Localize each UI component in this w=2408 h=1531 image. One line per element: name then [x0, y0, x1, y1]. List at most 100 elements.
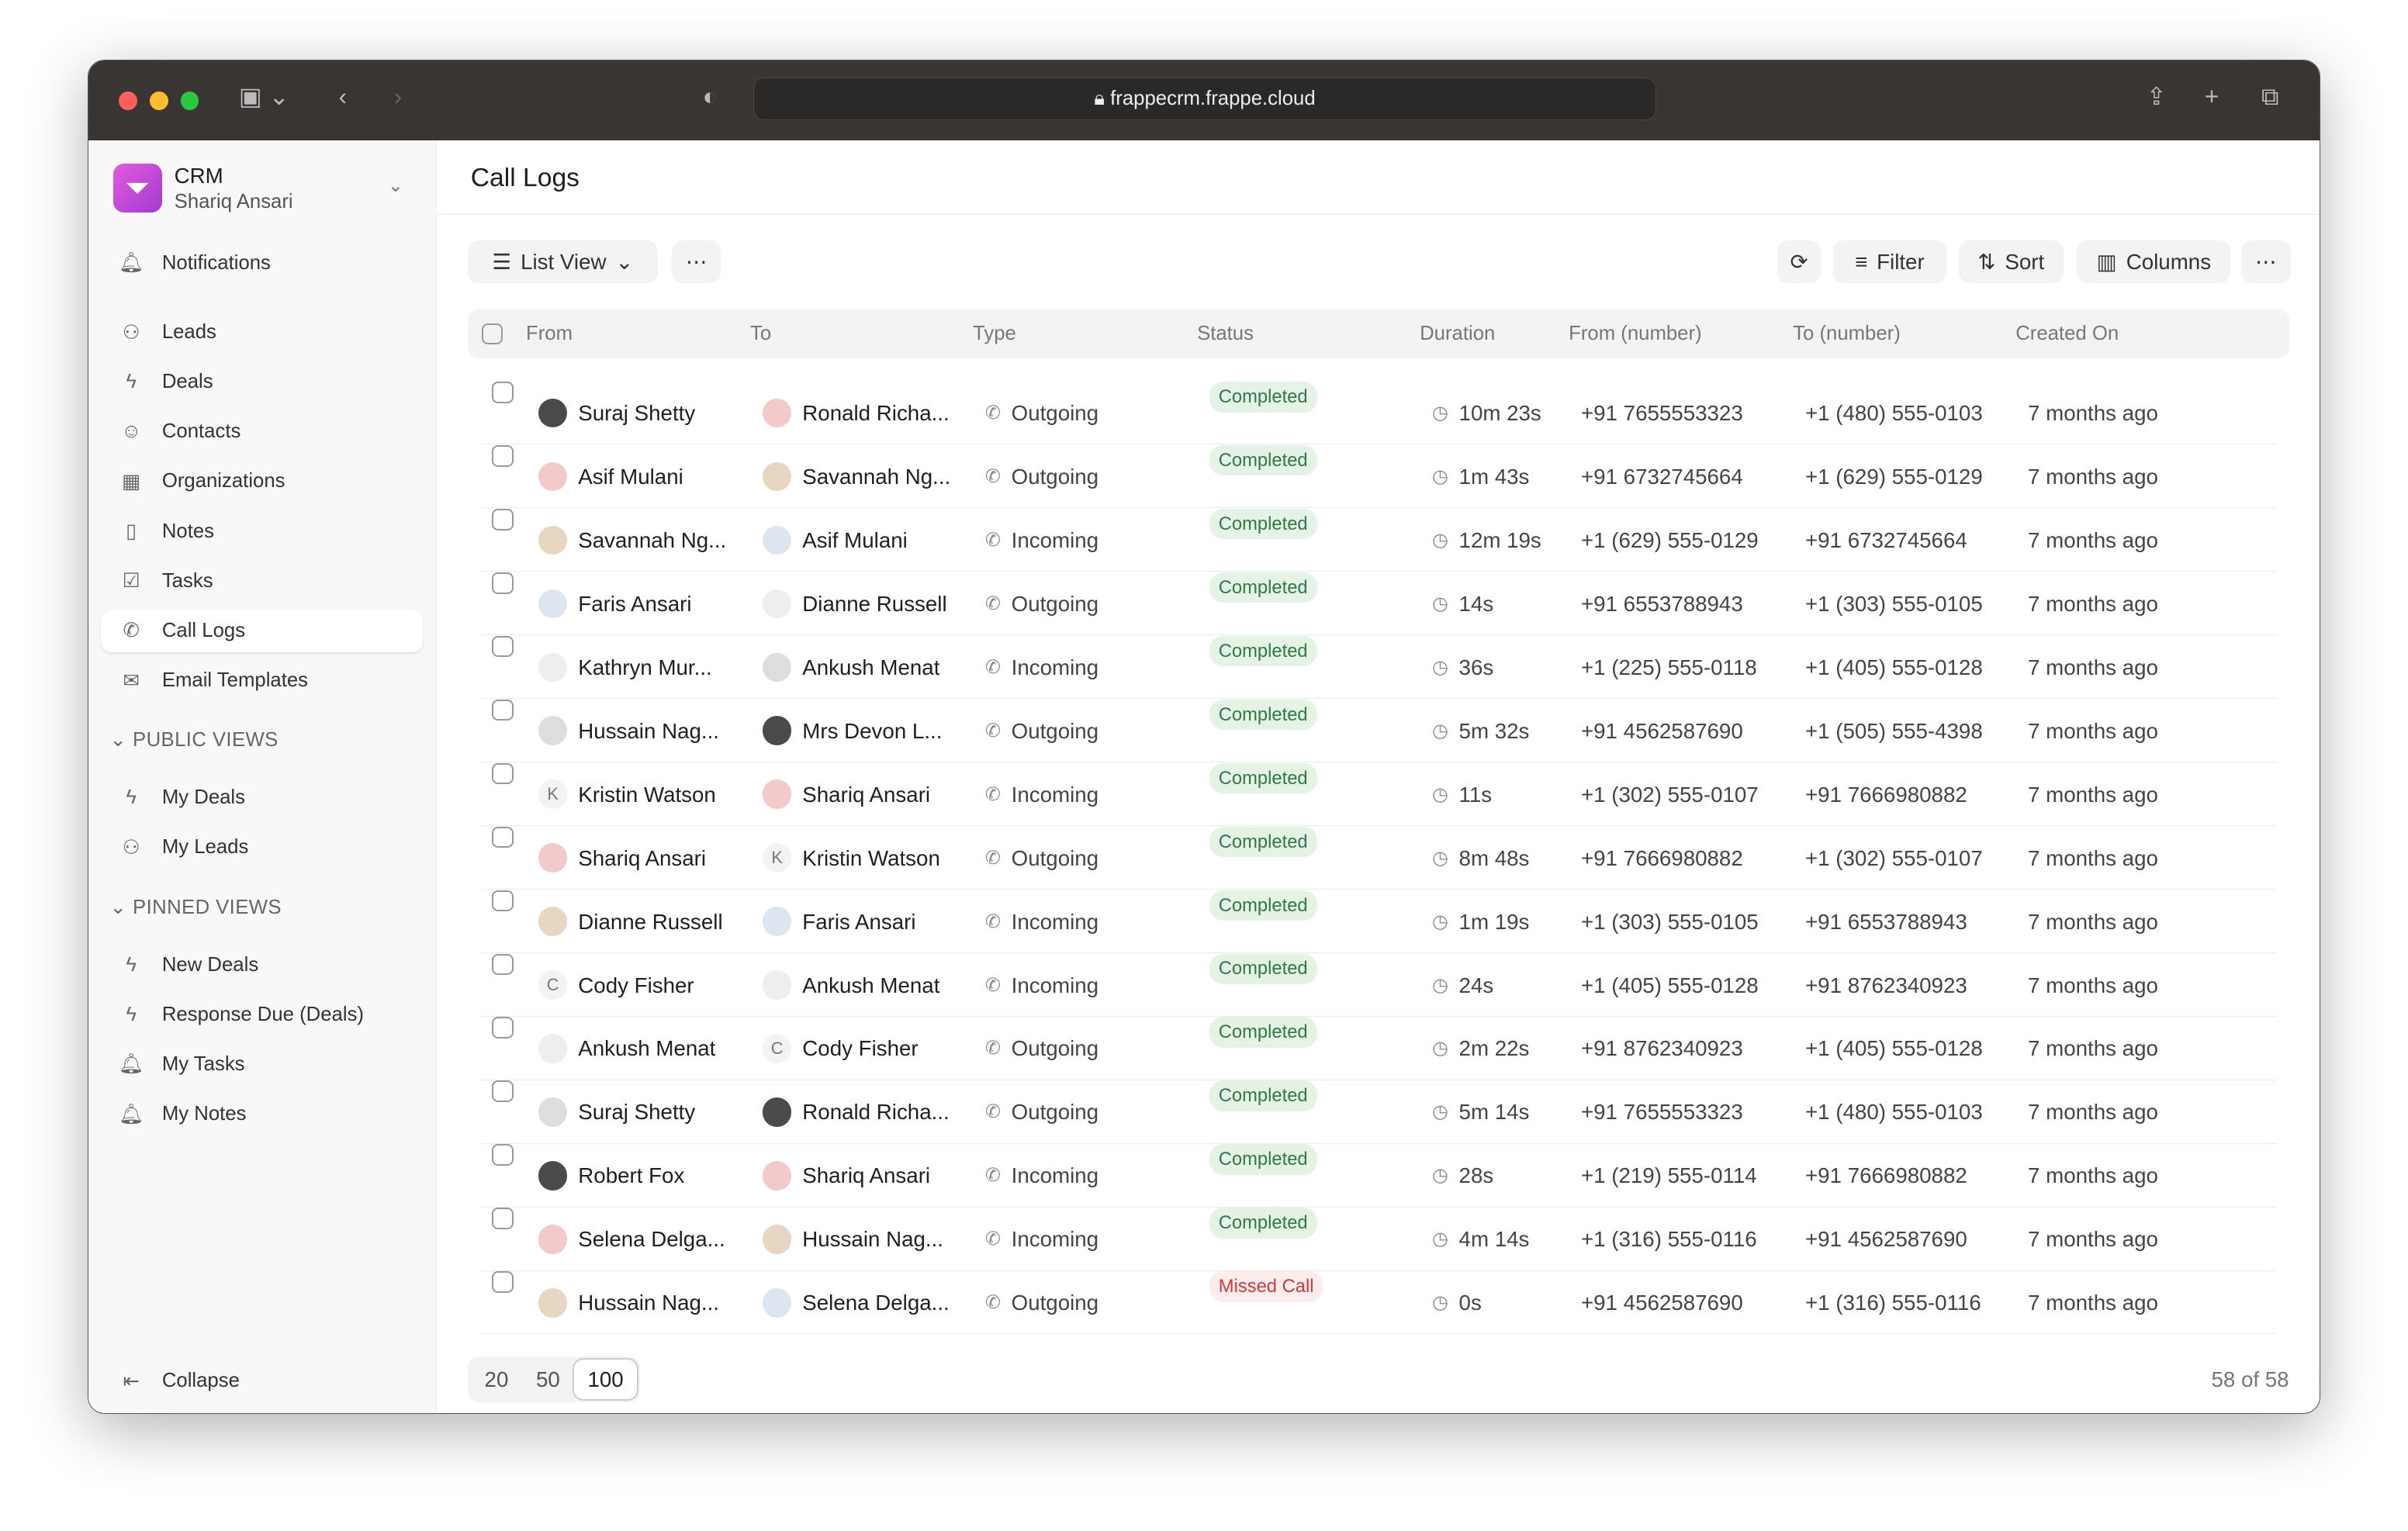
table-row[interactable]: C Cody Fisher Ankush Menat ✆ Incoming Comp… — [479, 953, 2277, 1017]
row-checkbox[interactable] — [492, 1017, 514, 1039]
column-header[interactable]: From — [525, 322, 573, 344]
sidebar-toggle-icon[interactable]: ▣ ⌄ — [238, 81, 290, 110]
public-views-header[interactable]: ⌄ PUBLIC VIEWS — [109, 729, 279, 752]
refresh-button[interactable]: ⟳ — [1777, 240, 1821, 284]
page-size-20[interactable]: 20 — [484, 1367, 509, 1391]
duration-cell: ◷ 8m 48s — [1432, 827, 1529, 890]
more-options-button[interactable]: ⋯ — [672, 240, 721, 284]
table-row[interactable]: Asif Mulani Savannah Ng... ✆ Outgoing Com… — [479, 444, 2277, 509]
row-checkbox[interactable] — [492, 1208, 514, 1230]
page-size-100[interactable]: 100 — [573, 1359, 638, 1400]
row-checkbox[interactable] — [492, 444, 514, 467]
minimize-window-button[interactable] — [150, 91, 168, 110]
duration-text: 14s — [1458, 591, 1494, 616]
forward-icon[interactable]: › — [393, 81, 403, 110]
table-row[interactable]: Suraj Shetty Ronald Richa... ✆ Outgoing C… — [479, 381, 2277, 445]
table-row[interactable]: Robert Fox Shariq Ansari ✆ Incoming Compl… — [479, 1144, 2277, 1208]
row-checkbox[interactable] — [492, 762, 514, 785]
column-header[interactable]: Created On — [2015, 322, 2119, 344]
type-text: Outgoing — [1011, 1100, 1099, 1125]
table-row[interactable]: Shariq Ansari K Kristin Watson ✆ Outgoing … — [479, 826, 2277, 890]
chevron-down-icon[interactable]: ⌄ — [387, 175, 403, 196]
sidebar-item-email-templates[interactable]: ✉ Email Templates — [101, 659, 424, 702]
row-checkbox[interactable] — [492, 826, 514, 848]
shield-icon[interactable]: ◐ — [702, 81, 718, 110]
sidebar-item-response-due-deals-[interactable]: ϟ Response Due (Deals) — [101, 994, 424, 1036]
more-actions-button[interactable]: ⋯ — [2241, 240, 2291, 284]
close-window-button[interactable] — [119, 91, 138, 110]
sidebar-item-tasks[interactable]: ☑ Tasks — [101, 560, 424, 603]
share-icon[interactable]: ⇪ — [2146, 81, 2168, 110]
sidebar-item-leads[interactable]: ⚇ Leads — [101, 311, 424, 354]
row-checkbox[interactable] — [492, 508, 514, 530]
sidebar-item-notes[interactable]: ▯ Notes — [101, 510, 424, 552]
clock-icon: ◷ — [1431, 593, 1448, 614]
sidebar-item-contacts[interactable]: ☺ Contacts — [101, 410, 424, 453]
table-row[interactable]: Hussain Nag... Mrs Devon L... ✆ Outgoing … — [479, 699, 2277, 762]
row-checkbox[interactable] — [492, 699, 514, 721]
page-size-50[interactable]: 50 — [535, 1367, 560, 1391]
table-row[interactable]: Ankush Menat C Cody Fisher ✆ Outgoing Comp… — [479, 1017, 2277, 1080]
type-text: Incoming — [1011, 655, 1099, 679]
column-header[interactable]: Type — [973, 322, 1016, 344]
new-tab-icon[interactable]: + — [2204, 81, 2219, 110]
table-row[interactable]: Faris Ansari Dianne Russell ✆ Outgoing Co… — [479, 572, 2277, 635]
row-checkbox[interactable] — [492, 1080, 514, 1103]
clock-icon: ◷ — [1431, 656, 1448, 678]
from-number: +1 (316) 555-0116 — [1580, 1227, 1757, 1252]
row-checkbox[interactable] — [492, 381, 514, 403]
sidebar-item-my-deals[interactable]: ϟ My Deals — [101, 776, 424, 819]
address-bar[interactable]: 🔒︎ frappecrm.frappe.cloud — [752, 77, 1656, 121]
duration-text: 24s — [1458, 973, 1494, 997]
sidebar-item-notifications[interactable]: 🔔︎ Notifications — [101, 242, 424, 285]
duration-cell: ◷ 1m 19s — [1432, 890, 1529, 953]
table-row[interactable]: Kathryn Mur... Ankush Menat ✆ Incoming Co… — [479, 635, 2277, 699]
filter-button[interactable]: ≡ Filter — [1832, 240, 1947, 284]
sidebar-item-new-deals[interactable]: ϟ New Deals — [101, 943, 424, 986]
avatar — [762, 525, 792, 555]
table-row[interactable]: Hussain Nag... Selena Delga... ✆ Outgoing… — [479, 1271, 2277, 1335]
duration-text: 8m 48s — [1458, 845, 1530, 870]
to-number: +1 (629) 555-0129 — [1805, 464, 1983, 489]
table-row[interactable]: Suraj Shetty Ronald Richa... ✆ Outgoing C… — [479, 1080, 2277, 1144]
type-text: Outgoing — [1011, 1036, 1099, 1061]
columns-button[interactable]: ▥ Columns — [2077, 240, 2231, 284]
sidebar-item-my-leads[interactable]: ⚇ My Leads — [101, 826, 424, 869]
avatar — [538, 1097, 568, 1127]
table-row[interactable]: K Kristin Watson Shariq Ansari ✆ Incoming … — [479, 762, 2277, 826]
column-header[interactable]: Status — [1197, 322, 1254, 344]
table-row[interactable]: Dianne Russell Faris Ansari ✆ Incoming Co… — [479, 890, 2277, 953]
row-checkbox[interactable] — [492, 635, 514, 658]
sidebar-item-call-logs[interactable]: ✆ Call Logs — [100, 609, 424, 653]
back-icon[interactable]: ‹ — [338, 81, 348, 110]
collapse-icon: ⇤ — [123, 1370, 140, 1392]
row-checkbox[interactable] — [492, 1271, 514, 1294]
avatar — [538, 398, 568, 428]
sidebar-item-deals[interactable]: ϟ Deals — [101, 361, 424, 403]
type-cell: ✆ Outgoing — [985, 445, 1098, 508]
column-header[interactable]: From (number) — [1569, 322, 1702, 344]
row-checkbox[interactable] — [492, 953, 514, 976]
column-header[interactable]: To (number) — [1793, 322, 1901, 344]
row-checkbox[interactable] — [492, 1144, 514, 1166]
pinned-views-header[interactable]: ⌄ PINNED VIEWS — [109, 897, 282, 919]
tabs-overview-icon[interactable]: ⧉ — [2261, 81, 2279, 110]
clock-icon: ◷ — [1431, 1292, 1448, 1314]
sidebar-item-my-notes[interactable]: 🔔︎ My Notes — [101, 1093, 424, 1135]
sidebar-item-my-tasks[interactable]: 🔔︎ My Tasks — [101, 1043, 424, 1086]
maximize-window-button[interactable] — [180, 91, 199, 110]
select-all-checkbox[interactable] — [481, 323, 503, 345]
list-view-dropdown[interactable]: ☰ List View ⌄ — [467, 240, 659, 284]
row-checkbox[interactable] — [492, 572, 514, 594]
column-header[interactable]: To — [750, 322, 772, 344]
table-row[interactable]: Savannah Ng... Asif Mulani ✆ Incoming Com… — [479, 508, 2277, 572]
collapse-button[interactable]: ⇤ Collapse — [101, 1360, 424, 1402]
table-row[interactable]: Selena Delga... Hussain Nag... ✆ Incoming… — [479, 1208, 2277, 1271]
row-checkbox[interactable] — [492, 890, 514, 912]
type-cell: ✆ Outgoing — [985, 1017, 1098, 1080]
sidebar-item-organizations[interactable]: ▦ Organizations — [101, 460, 424, 503]
column-header[interactable]: Duration — [1420, 322, 1496, 344]
sort-button[interactable]: ⇅ Sort — [1958, 240, 2064, 284]
from-name: Hussain Nag... — [578, 1291, 719, 1315]
from-cell: Selena Delga... — [538, 1208, 725, 1270]
